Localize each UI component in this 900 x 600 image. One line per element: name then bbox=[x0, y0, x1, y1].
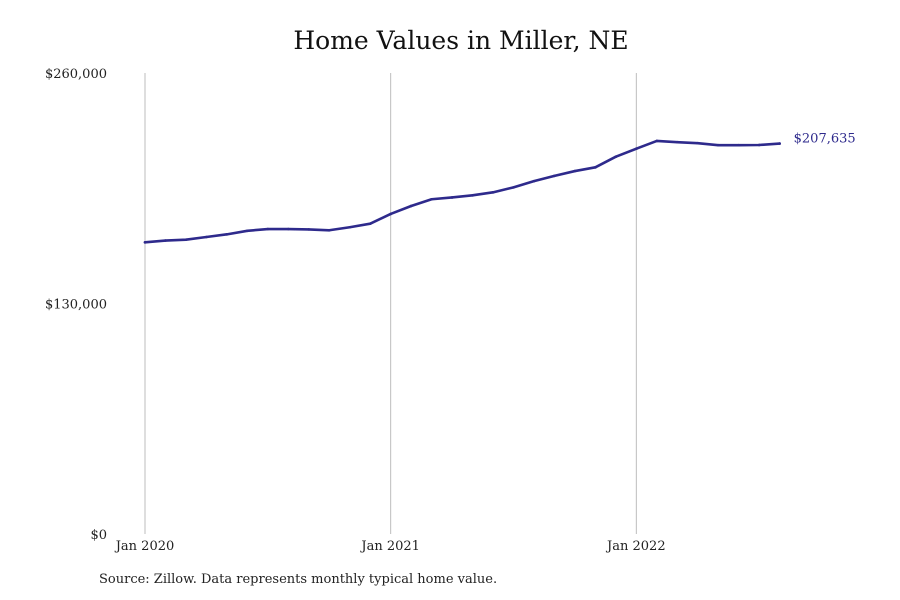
data-point bbox=[348, 225, 352, 229]
y-axis-ticks: $0 $130,000 $260,000 bbox=[45, 67, 107, 543]
data-point bbox=[716, 143, 720, 147]
series-layer: $207,635 bbox=[143, 132, 856, 244]
data-point bbox=[573, 169, 577, 173]
data-point bbox=[430, 197, 433, 201]
data-point bbox=[409, 204, 413, 208]
data-point bbox=[246, 229, 249, 233]
data-point bbox=[675, 140, 679, 144]
data-point bbox=[491, 191, 495, 194]
data-point bbox=[594, 166, 597, 169]
data-point bbox=[450, 196, 454, 199]
data-point bbox=[696, 141, 700, 145]
x-tick-label: Jan 2022 bbox=[605, 539, 666, 554]
data-point bbox=[225, 233, 229, 236]
data-point bbox=[184, 238, 188, 241]
data-point bbox=[143, 241, 147, 244]
data-point bbox=[757, 143, 761, 147]
data-point bbox=[532, 179, 536, 183]
series-line bbox=[143, 139, 781, 244]
x-tick-label: Jan 2021 bbox=[359, 539, 420, 554]
data-point bbox=[553, 174, 556, 178]
data-point bbox=[287, 227, 290, 231]
gridlines bbox=[144, 73, 637, 534]
data-point bbox=[655, 139, 659, 143]
data-point bbox=[266, 227, 270, 231]
x-tick-label: Jan 2020 bbox=[114, 539, 175, 554]
data-point bbox=[389, 212, 392, 216]
data-point bbox=[205, 235, 208, 239]
data-point bbox=[307, 228, 311, 231]
y-tick-label: $0 bbox=[90, 528, 107, 543]
data-point bbox=[614, 155, 618, 158]
y-tick-label: $260,000 bbox=[45, 67, 107, 82]
data-point bbox=[368, 222, 372, 226]
data-point bbox=[327, 228, 331, 232]
y-tick-label: $130,000 bbox=[45, 298, 107, 313]
data-point bbox=[164, 239, 167, 242]
series-end-label: $207,635 bbox=[794, 132, 856, 147]
data-point bbox=[635, 147, 638, 151]
data-point bbox=[512, 186, 515, 189]
source-note: Source: Zillow. Data represents monthly … bbox=[99, 572, 498, 587]
chart-title: Home Values in Miller, NE bbox=[293, 26, 629, 55]
data-point bbox=[778, 142, 781, 145]
data-point bbox=[737, 143, 740, 147]
x-axis-ticks: Jan 2020 Jan 2021 Jan 2022 bbox=[114, 539, 666, 554]
data-point bbox=[471, 194, 474, 197]
